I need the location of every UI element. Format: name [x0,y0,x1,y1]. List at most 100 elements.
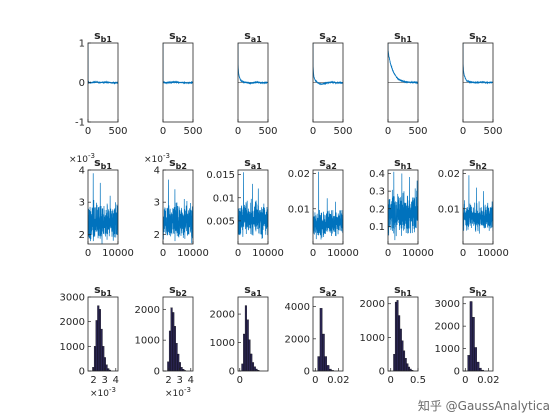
x-tick-label: 0 [460,126,466,137]
hist-bar [93,346,96,371]
title-subscript: a2 [326,162,337,171]
subplot-title: sa1 [244,283,262,298]
x-tick-label: 0 [385,248,391,259]
axes-box [462,296,494,372]
acf-line [463,43,493,85]
y-tick-label: 0 [79,367,85,378]
subplot-acf-h1: sh1 0 500 [385,29,428,137]
acf-line [163,43,193,85]
watermark-text: 知乎 @GaussAnalytica [417,399,550,413]
plot-area [467,301,484,371]
title-subscript: h1 [401,162,413,171]
hist-bar [177,353,180,371]
subplot-hist-a2: sa2 0 0.02 0 2000 4000 [285,283,350,386]
axes-box [87,296,119,372]
hist-bar [100,328,103,371]
x-tick-label: 0 [85,248,91,259]
hist-bar [317,356,321,371]
y-tick-label: 2 [154,230,160,241]
hist-bar [319,308,323,371]
plot-area [388,171,418,241]
hist-bar [398,315,401,371]
y-tick-label: 1000 [435,344,460,355]
y-tick-label: 3 [154,198,160,209]
exponent-label: ×10-3 [144,152,170,165]
x-tick-label: 0 [160,248,166,259]
x-tick-label: 10000 [102,248,134,259]
trace-line [463,175,493,234]
exponent-power: -3 [88,152,95,160]
subplot-hist-h2: sh2 0 0.02 0 1000 2000 3000 [435,283,500,386]
subplot-trace-a2: sa2 0 10000 0.01 0.02 [288,156,359,259]
exponent-base: ×10 [165,389,184,399]
subplot-title: sb1 [94,29,112,44]
acf-line [313,43,343,86]
subplot-title: sb2 [169,156,187,171]
x-tick-label: 500 [108,126,127,137]
hist-bar [408,366,410,371]
title-subscript: h2 [476,35,487,44]
subplot-title: sb1 [94,283,112,298]
hist-bar [105,364,108,371]
title-subscript: h2 [476,289,487,298]
hist-bar [241,363,244,371]
x-tick-label: 0 [85,126,91,137]
subplot-title: sa2 [319,156,337,171]
hist-bar [246,319,249,371]
subplot-trace-h1: sh1 0 10000 0.1 0.2 0.3 0.4 [369,156,434,259]
exponent-power: -3 [184,386,191,394]
y-tick-label: 0.3 [369,187,385,198]
hist-bar [472,317,475,371]
y-tick-label: 3000 [435,299,460,310]
x-tick-label: 0 [310,248,316,259]
title-main: s [394,156,401,169]
plot-area [388,43,418,85]
acf-line [238,43,268,85]
trace-line [238,172,268,239]
title-subscript: h2 [476,162,487,171]
y-tick-label: 1000 [210,338,235,349]
subplot-title: sh2 [469,283,487,298]
y-tick-label: 0.005 [206,216,235,227]
y-tick-label: -1 [75,118,85,129]
y-tick-label: 2000 [135,305,160,316]
subplot-acf-b2: sb2 0 500 [160,29,203,137]
axes-box [237,169,269,245]
exponent-base: ×10 [144,155,163,165]
x-tick-label: 0.02 [327,375,349,386]
title-subscript: a1 [251,35,262,44]
axes-box [387,169,419,245]
y-tick-label: 3000 [60,293,85,304]
y-tick-label: 0 [79,78,85,89]
x-tick-label: 500 [333,126,352,137]
y-tick-label: 0.01 [288,204,310,215]
x-tick-label: 500 [408,126,427,137]
exponent-label: ×10-3 [69,152,95,165]
title-main: s [469,29,476,42]
title-subscript: a2 [326,289,337,298]
plot-area [463,175,493,234]
subplot-acf-a1: sa1 0 500 [235,29,278,137]
y-tick-label: 0.2 [369,204,385,215]
x-tick-label: 2 [165,375,171,386]
hist-bar [406,363,409,371]
y-tick-label: 0.01 [438,204,460,215]
title-main: s [319,283,326,296]
hist-bar [172,312,175,371]
subplot-hist-b1: sb1 2 3 4 0 1000 2000 3000 ×10-3 [60,283,119,399]
title-main: s [94,156,101,169]
title-subscript: b2 [176,289,187,298]
hist-bar [180,367,183,371]
subplot-title: sh1 [394,29,412,44]
x-tick-label: 2 [90,375,96,386]
title-subscript: h1 [401,35,413,44]
trace-line [163,179,193,244]
hist-bar [243,333,246,371]
hist-bar [478,367,482,371]
axes-box [387,296,419,372]
hist-bar [170,307,173,371]
plot-area [313,171,343,240]
trace-line [388,171,418,241]
